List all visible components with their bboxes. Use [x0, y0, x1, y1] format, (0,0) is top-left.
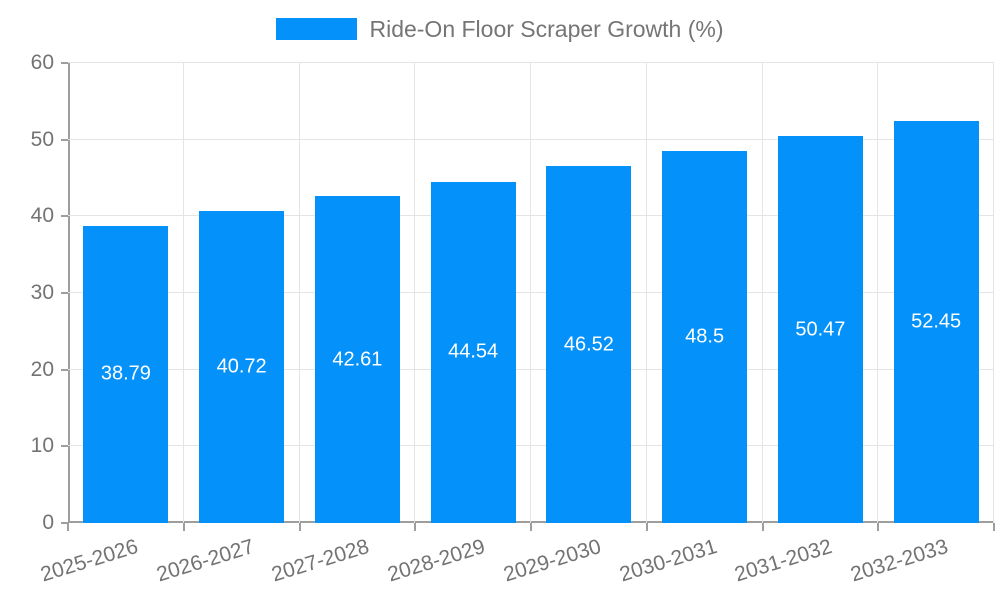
bar-value-label: 46.52 [563, 333, 614, 356]
gridline-horizontal [68, 138, 994, 140]
x-axis-tick [645, 523, 648, 531]
gridline-vertical [414, 63, 416, 523]
legend[interactable]: Ride-On Floor Scraper Growth (%) [0, 16, 1000, 42]
gridline-vertical [645, 63, 647, 523]
bar: 46.52 [546, 166, 632, 523]
y-axis-tick [61, 522, 68, 524]
legend-swatch [276, 18, 358, 40]
y-tick-label: 60 [30, 51, 54, 74]
y-tick-label: 10 [30, 434, 54, 458]
y-tick-label: 50 [30, 127, 54, 151]
bar-value-label: 52.45 [911, 310, 962, 333]
gridline-horizontal [68, 62, 994, 63]
x-axis-tick [414, 523, 417, 531]
bar-value-label: 44.54 [448, 340, 499, 363]
bar: 38.79 [83, 225, 169, 523]
bar-value-label: 38.79 [100, 362, 151, 385]
x-axis-tick [298, 523, 301, 531]
y-tick-label: 30 [30, 281, 54, 304]
x-axis-tick [67, 523, 69, 531]
gridline-vertical [298, 63, 300, 523]
y-tick-label: 0 [42, 511, 54, 534]
bar: 48.5 [662, 151, 748, 523]
y-axis-tick [61, 138, 68, 141]
bar-value-label: 40.72 [216, 355, 267, 378]
bar-value-label: 42.61 [332, 348, 383, 371]
y-axis-tick [61, 292, 68, 294]
x-axis-tick [993, 523, 995, 531]
gridline-vertical [993, 63, 994, 523]
bar: 52.45 [893, 120, 979, 523]
bar-value-label: 48.5 [685, 325, 725, 348]
legend-label: Ride-On Floor Scraper Growth (%) [369, 16, 724, 42]
plot-area [68, 63, 994, 523]
y-axis-tick [61, 368, 68, 371]
gridline-horizontal [68, 215, 994, 217]
y-tick-label: 20 [30, 357, 54, 381]
y-axis-tick [61, 62, 68, 64]
gridline-horizontal [68, 368, 994, 370]
bar: 44.54 [430, 181, 516, 523]
x-axis-tick [530, 523, 532, 531]
bar: 50.47 [777, 136, 863, 523]
gridline-vertical [877, 63, 879, 523]
gridline-vertical [530, 63, 531, 523]
gridline-horizontal [68, 445, 994, 447]
bar: 42.61 [314, 196, 400, 523]
gridline-vertical [761, 63, 763, 523]
x-axis-tick [877, 523, 880, 531]
y-tick-label: 40 [30, 204, 54, 228]
y-axis-tick [61, 445, 68, 448]
gridline-vertical [182, 63, 184, 523]
bar-value-label: 50.47 [795, 318, 846, 341]
bar: 40.72 [199, 210, 285, 523]
gridline-horizontal [68, 292, 994, 293]
x-axis-tick [182, 523, 185, 531]
y-axis-tick [61, 215, 68, 218]
x-axis-tick [761, 523, 764, 531]
